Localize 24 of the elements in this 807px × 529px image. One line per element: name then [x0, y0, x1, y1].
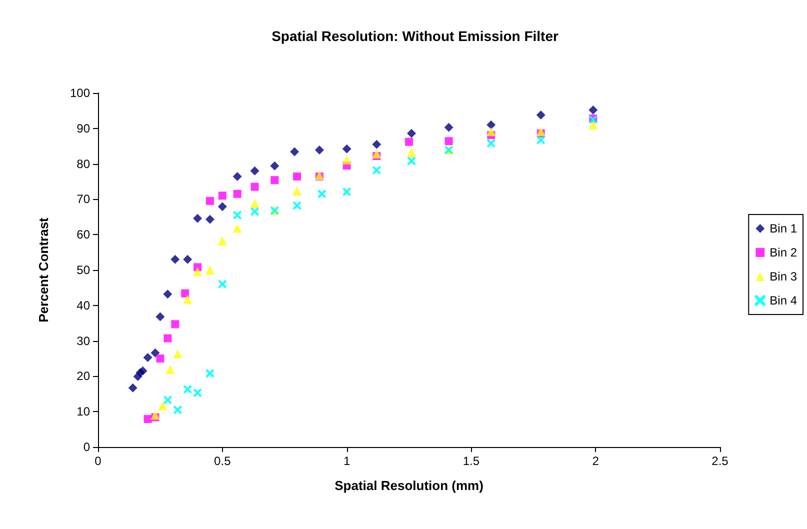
- y-tick-label: 10: [76, 404, 90, 419]
- y-tick-label: 50: [76, 263, 90, 277]
- x-axis-title: Spatial Resolution (mm): [334, 478, 484, 493]
- y-tick-label: 90: [76, 121, 90, 136]
- y-tick-label: 70: [76, 192, 90, 206]
- y-tick-label: 20: [76, 369, 90, 384]
- x-tick-label: 2: [592, 454, 600, 468]
- y-axis-title: Percent Contrast: [36, 216, 51, 322]
- y-tick-label: 80: [76, 156, 90, 171]
- legend-label: Bin 1: [770, 222, 798, 236]
- y-tick-label: 40: [76, 298, 90, 312]
- x-tick-label: 1.5: [462, 454, 480, 468]
- y-tick-label: 0: [83, 440, 90, 454]
- legend-label: Bin 2: [770, 246, 798, 260]
- y-tick-label: 30: [76, 334, 90, 348]
- y-tick-label: 100: [70, 86, 90, 100]
- legend-label: Bin 3: [770, 270, 798, 284]
- x-tick-label: 0.5: [214, 454, 232, 468]
- chart-title: Spatial Resolution: Without Emission Filter: [272, 28, 559, 44]
- x-tick-label: 0: [94, 454, 102, 468]
- x-tick-label: 2.5: [712, 454, 729, 468]
- y-tick-label: 60: [76, 228, 90, 242]
- x-tick-label: 1: [343, 454, 350, 468]
- legend-label: Bin 4: [770, 294, 798, 308]
